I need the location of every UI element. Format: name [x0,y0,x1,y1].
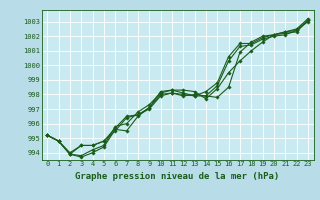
X-axis label: Graphe pression niveau de la mer (hPa): Graphe pression niveau de la mer (hPa) [76,172,280,181]
